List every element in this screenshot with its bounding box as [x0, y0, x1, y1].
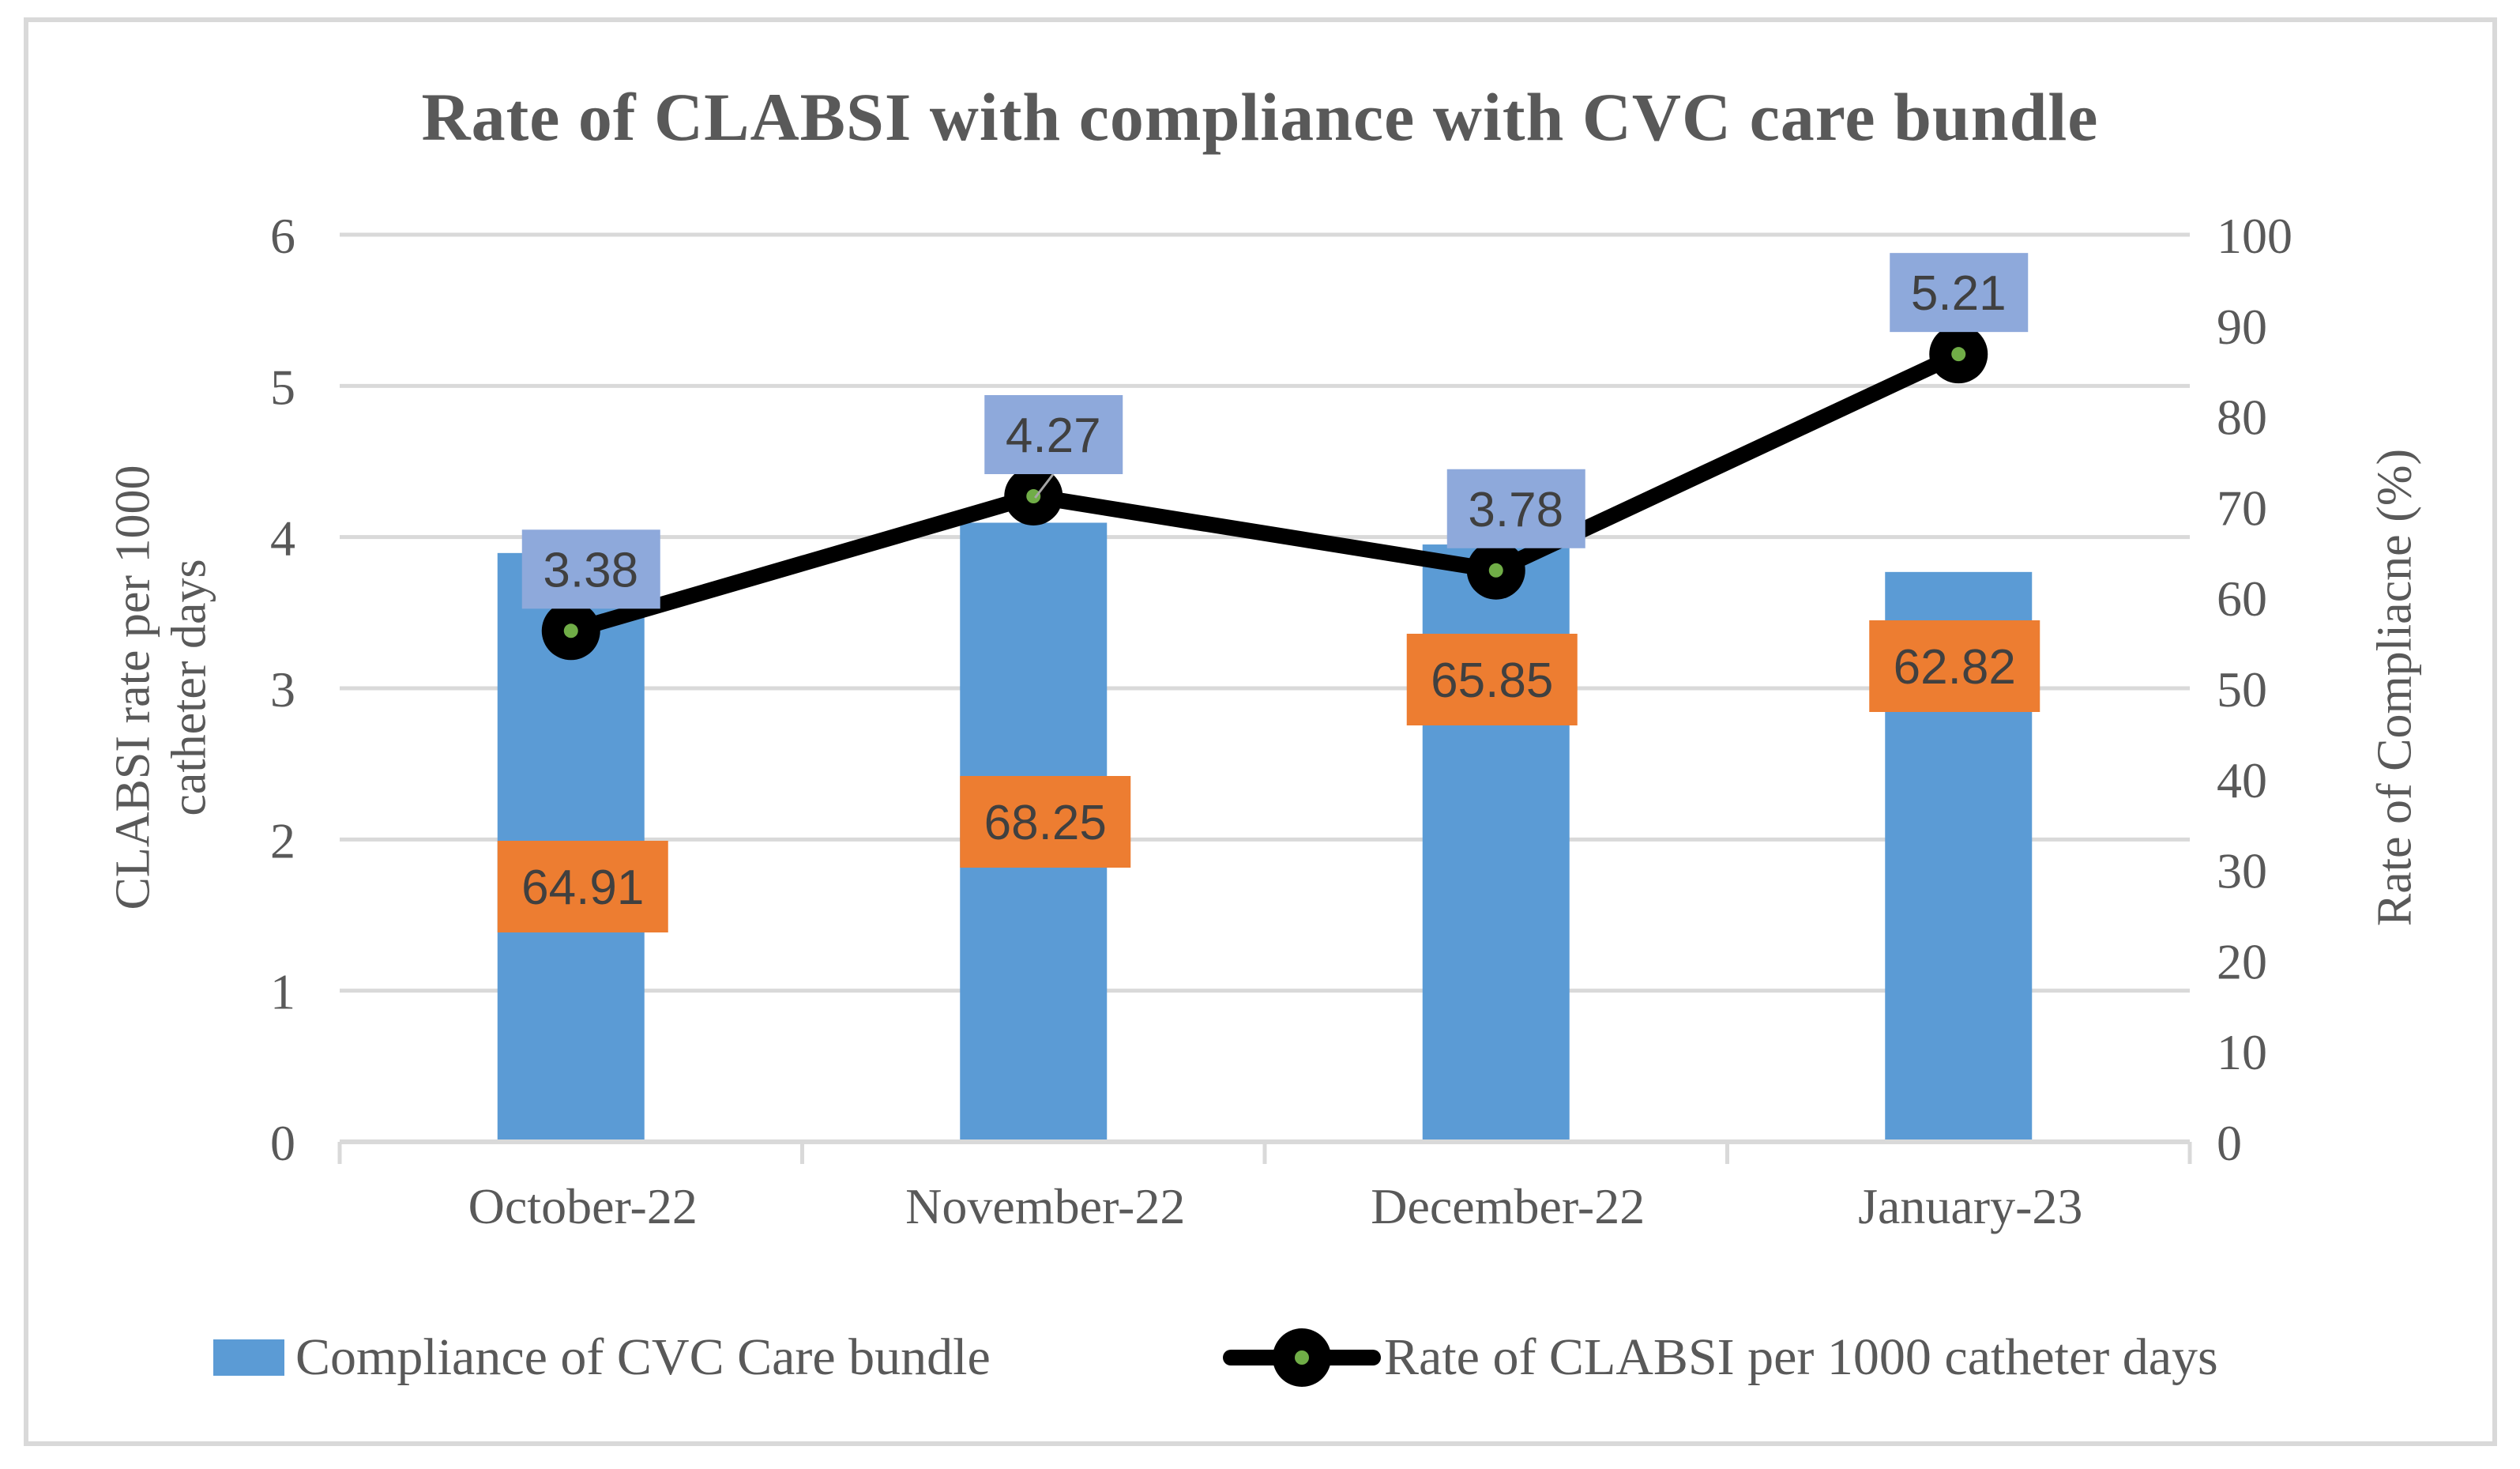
y2-axis-tick-label: 30: [2217, 843, 2267, 899]
data-label-line: 4.27: [1006, 409, 1101, 463]
data-label-line: 3.38: [543, 543, 638, 597]
data-label-bar-box: [497, 841, 668, 932]
marker-dot-icon: [563, 623, 578, 638]
y2-axis-tick-label: 20: [2217, 933, 2267, 989]
y-axis-tick-label: 6: [270, 208, 295, 264]
y2-axis-tick-label: 40: [2217, 752, 2267, 808]
line-marker-swatch-icon: [1223, 1328, 1381, 1388]
marker-dot-icon: [1488, 563, 1503, 578]
y-axis-tick-label: 5: [270, 359, 295, 415]
data-label-line-box: [521, 529, 660, 609]
data-label-bar-box: [1869, 620, 2040, 712]
y2-axis-tick-label: 90: [2217, 299, 2267, 355]
y-axis-tick-label: 1: [270, 964, 295, 1020]
y2-axis-tick-label: 60: [2217, 571, 2267, 627]
legend-label-bar: Compliance of CVC Care bundle: [295, 1328, 991, 1386]
y2-axis-tick-label: 80: [2217, 390, 2267, 446]
y-axis-tick-label: 0: [270, 1115, 295, 1171]
y2-axis-tick-label: 10: [2217, 1024, 2267, 1080]
chart-title: Rate of CLABSI with compliance with CVC …: [421, 79, 2099, 155]
y2-axis-tick-label: 70: [2217, 480, 2267, 536]
data-label-line-box: [1446, 469, 1585, 548]
data-label-bar-box: [960, 776, 1131, 868]
legend-label-line: Rate of CLABSI per 1000 catheter days: [1384, 1328, 2218, 1386]
y-axis-tick-label: 4: [270, 510, 295, 567]
data-label-line-box: [1890, 253, 2029, 333]
chart-border: [24, 17, 2497, 1446]
data-label-line: 5.21: [1911, 266, 2007, 321]
left-axis-title: CLABSI rate per 1000 catheter days: [106, 465, 216, 910]
x-axis-tick-label: October-22: [468, 1178, 698, 1234]
marker-dot-icon: [1026, 489, 1041, 504]
x-axis-tick-label: December-22: [1371, 1178, 1645, 1234]
y2-axis-tick-label: 0: [2217, 1115, 2242, 1171]
data-label-bar: 68.25: [984, 796, 1107, 850]
marker-dot-icon: [1951, 347, 1966, 362]
y-axis-tick-label: 2: [270, 812, 295, 868]
legend-item-line: Rate of CLABSI per 1000 catheter days: [1223, 1328, 2218, 1388]
line-series: [562, 346, 1967, 639]
data-label-bar: 64.91: [521, 861, 644, 915]
legend-item-bar: Compliance of CVC Care bundle: [213, 1328, 991, 1388]
label-leader-line: [1034, 473, 1055, 499]
data-label-line: 3.78: [1468, 483, 1563, 537]
data-label-bar: 62.82: [1894, 640, 2016, 695]
y-axis-tick-label: 3: [270, 661, 295, 718]
data-label-line-box: [984, 395, 1123, 475]
x-axis-tick-label: January-23: [1858, 1178, 2082, 1234]
data-label-bar: 65.85: [1431, 654, 1553, 708]
y2-axis-tick-label: 50: [2217, 661, 2267, 718]
x-axis-tick-label: November-22: [905, 1178, 1185, 1234]
y2-axis-tick-label: 100: [2217, 208, 2292, 264]
right-axis-title: Rate of Compliacne (%): [2368, 448, 2422, 927]
data-label-bar-box: [1406, 634, 1578, 725]
bar-swatch-icon: [213, 1339, 284, 1376]
